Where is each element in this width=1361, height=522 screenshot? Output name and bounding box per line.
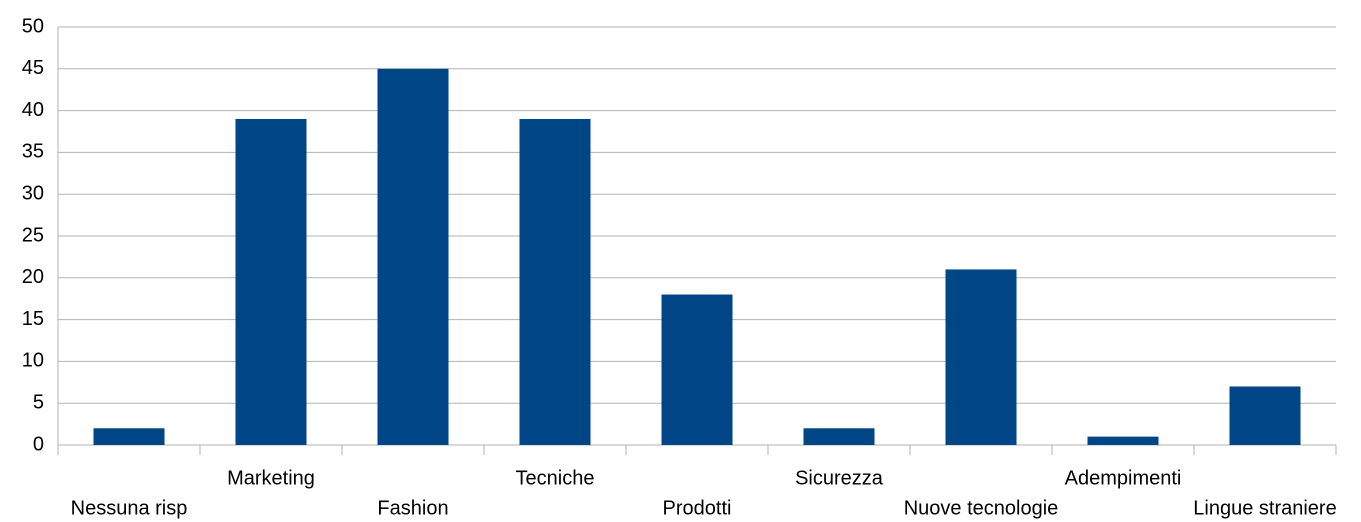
x-tick-label: Adempimenti <box>1065 467 1182 489</box>
y-tick-label: 10 <box>22 350 44 372</box>
bar <box>93 428 165 445</box>
bar <box>1229 386 1301 445</box>
x-tick-label: Prodotti <box>663 497 732 519</box>
y-tick-label: 25 <box>22 224 44 246</box>
bar <box>377 68 449 446</box>
x-tick-label: Nessuna risp <box>71 497 188 519</box>
x-tick-label: Fashion <box>377 497 448 519</box>
x-tick-label: Sicurezza <box>795 467 884 489</box>
bar <box>661 294 733 445</box>
y-tick-label: 45 <box>22 57 44 79</box>
bar <box>235 118 307 446</box>
x-tick-label: Marketing <box>227 467 315 489</box>
x-tick-label: Nuove tecnologie <box>904 497 1059 519</box>
y-tick-label: 40 <box>22 99 44 121</box>
y-tick-label: 30 <box>22 182 44 204</box>
y-tick-label: 5 <box>33 391 44 413</box>
y-tick-label: 0 <box>33 433 44 455</box>
bar <box>1087 436 1159 445</box>
x-tick-label: Lingue straniere <box>1193 497 1336 519</box>
y-tick-label: 15 <box>22 308 44 330</box>
y-tick-label: 50 <box>22 15 44 37</box>
bar <box>519 118 591 446</box>
y-tick-label: 20 <box>22 266 44 288</box>
bar <box>945 269 1017 445</box>
bar <box>803 428 875 445</box>
y-tick-label: 35 <box>22 141 44 163</box>
x-tick-label: Tecniche <box>516 467 595 489</box>
